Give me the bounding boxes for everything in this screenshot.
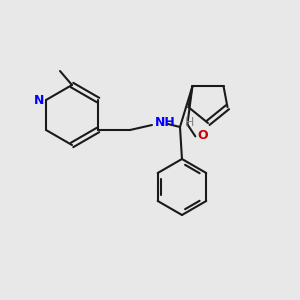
Text: NH: NH: [155, 116, 176, 130]
Text: H: H: [185, 116, 194, 129]
Text: N: N: [34, 94, 44, 106]
Text: O: O: [197, 129, 208, 142]
